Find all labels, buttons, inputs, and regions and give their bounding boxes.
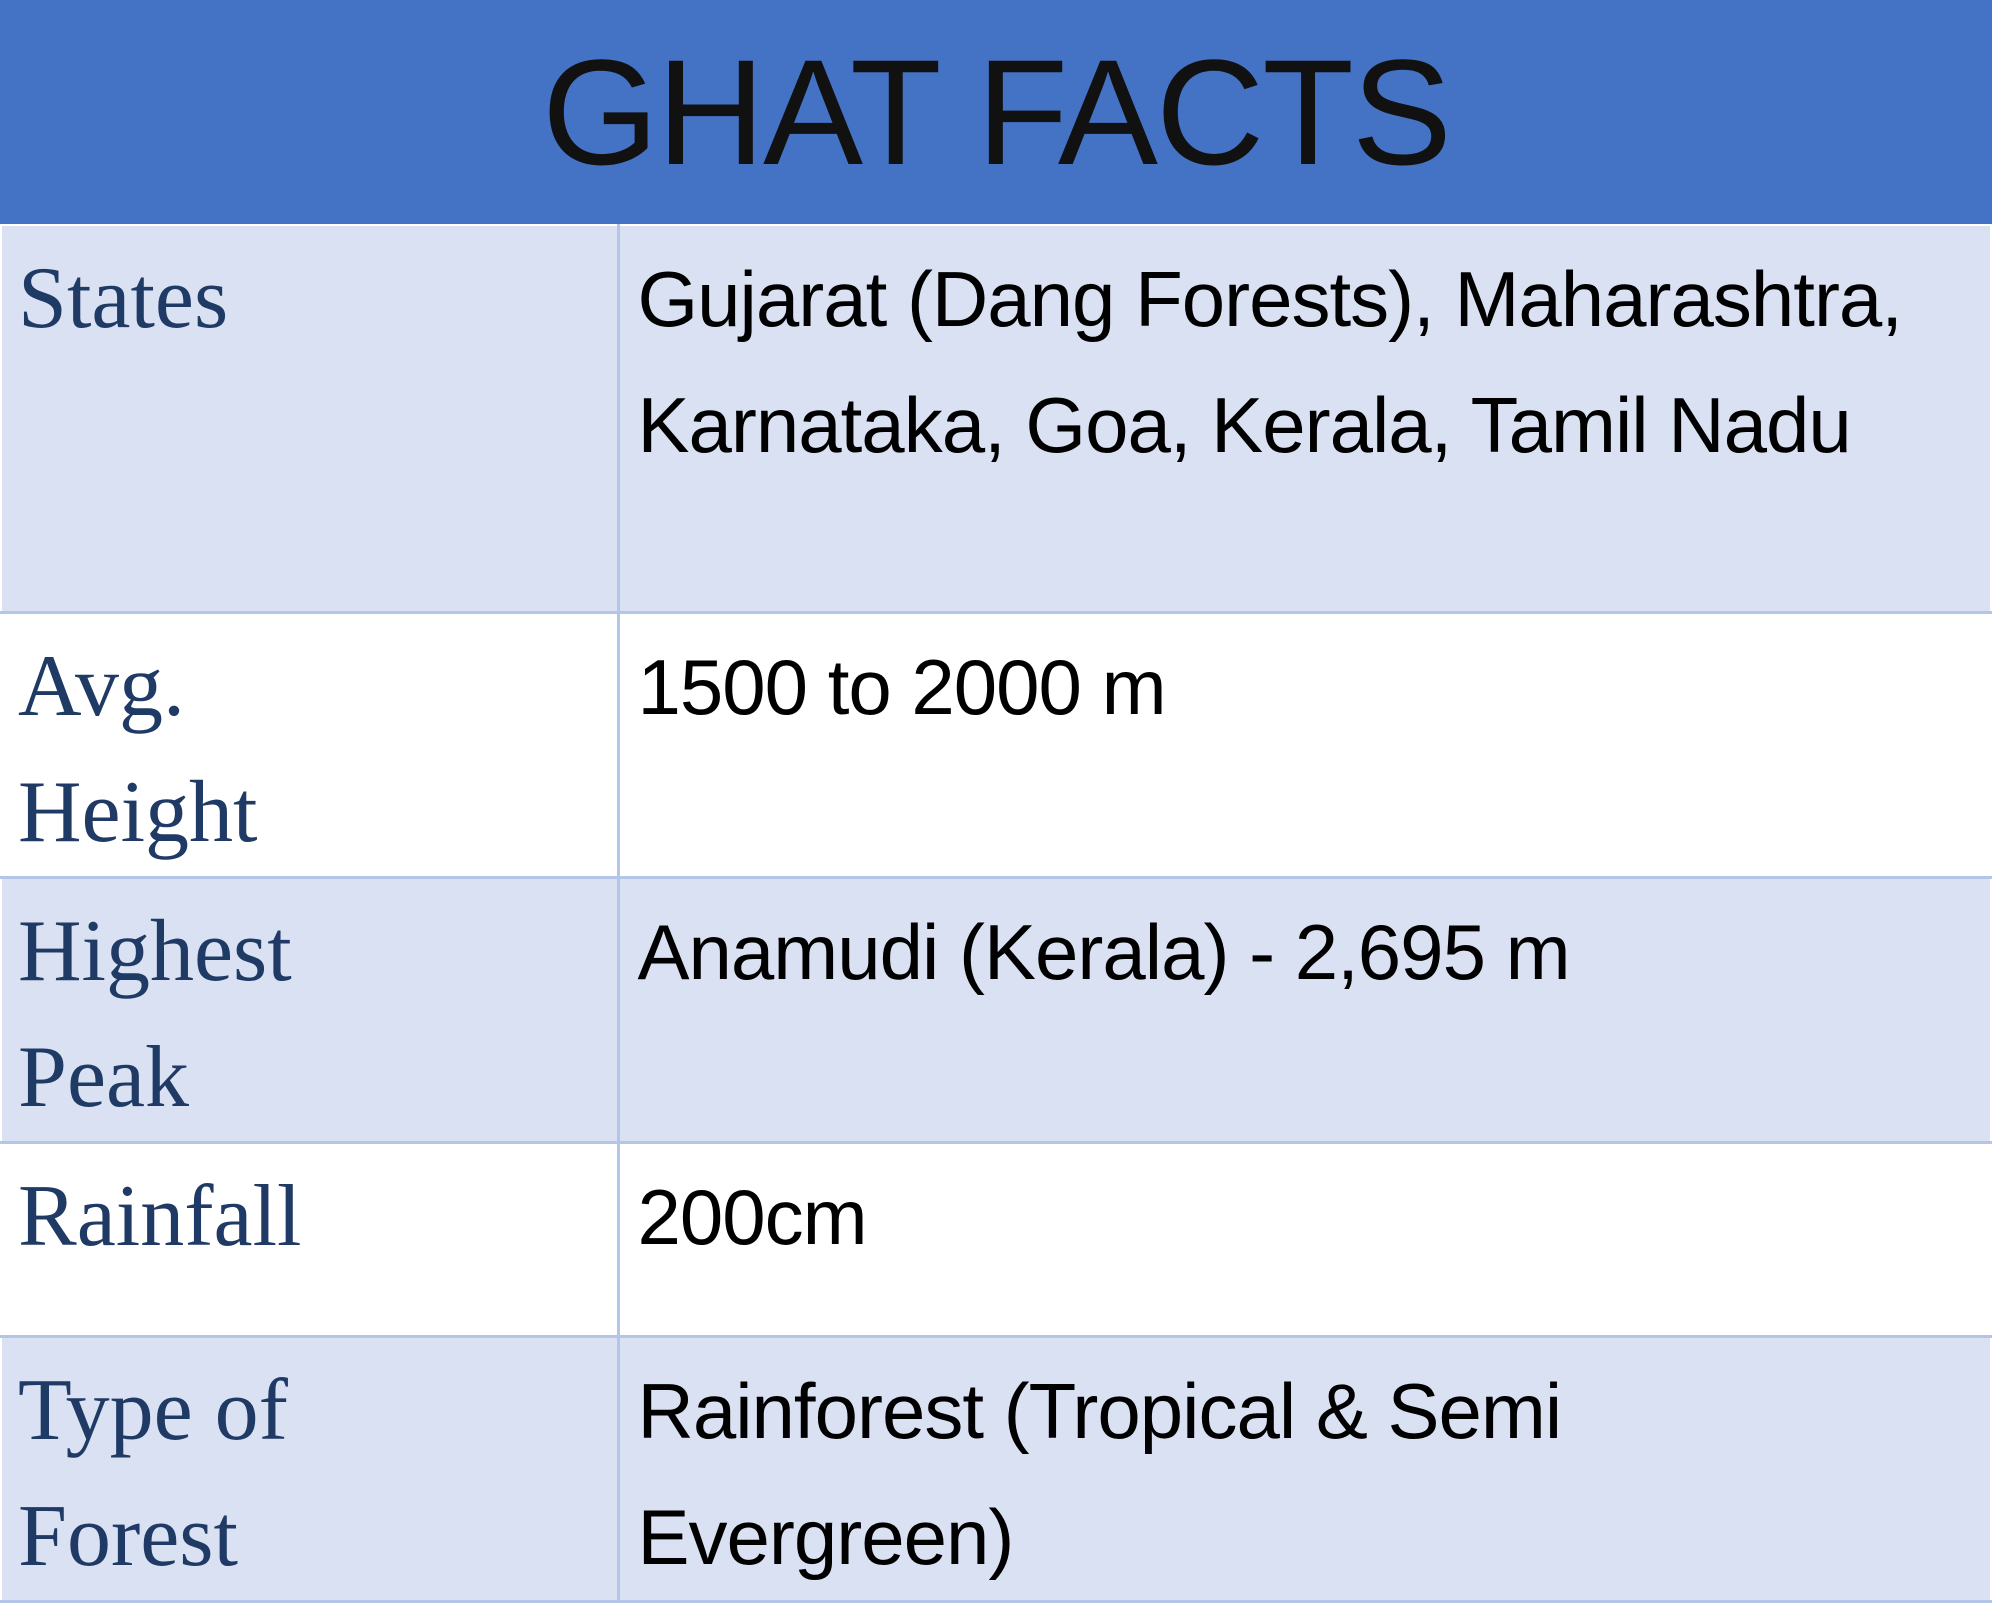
table-cell: Avg. Height	[0, 611, 620, 879]
row-value: Gujarat (Dang Forests), Maharashtra, Kar…	[637, 255, 1903, 469]
row-label: Avg. Height	[18, 637, 258, 861]
table-cell: Highest Peak	[0, 876, 620, 1144]
table-cell: Rainfall	[0, 1141, 620, 1338]
table-row: Highest Peak Anamudi (Kerala) - 2,695 m	[0, 876, 1992, 1144]
table-cell: Rainforest (Tropical & Semi Evergreen)	[617, 1335, 1992, 1603]
row-label: Type of Forest	[18, 1361, 288, 1585]
table-cell: Anamudi (Kerala) - 2,695 m	[617, 876, 1992, 1144]
header: GHAT FACTS	[0, 0, 1992, 224]
table-row: States Gujarat (Dang Forests), Maharashtr…	[0, 224, 1992, 614]
title: GHAT FACTS	[542, 27, 1452, 196]
row-label: Highest Peak	[18, 902, 292, 1126]
table-row: Avg. Height 1500 to 2000 m	[0, 611, 1992, 879]
table-cell: 1500 to 2000 m	[617, 611, 1992, 879]
row-label: States	[18, 250, 229, 347]
table-cell: 200cm	[617, 1141, 1992, 1338]
row-value: 200cm	[637, 1172, 868, 1261]
facts-table: States Gujarat (Dang Forests), Maharashtr…	[0, 224, 1992, 1603]
row-label: Rainfall	[18, 1167, 302, 1265]
table-row: Type of Forest Rainforest (Tropical & Sem…	[0, 1335, 1992, 1603]
table-row: Rainfall 200cm	[0, 1141, 1992, 1338]
table-cell: Type of Forest	[0, 1335, 620, 1603]
table-cell: Gujarat (Dang Forests), Maharashtra, Kar…	[617, 224, 1992, 614]
table-cell: States	[0, 224, 620, 614]
row-value: Anamudi (Kerala) - 2,695 m	[637, 907, 1571, 996]
row-value: 1500 to 2000 m	[637, 642, 1167, 731]
row-value: Rainforest (Tropical & Semi Evergreen)	[637, 1366, 1563, 1581]
